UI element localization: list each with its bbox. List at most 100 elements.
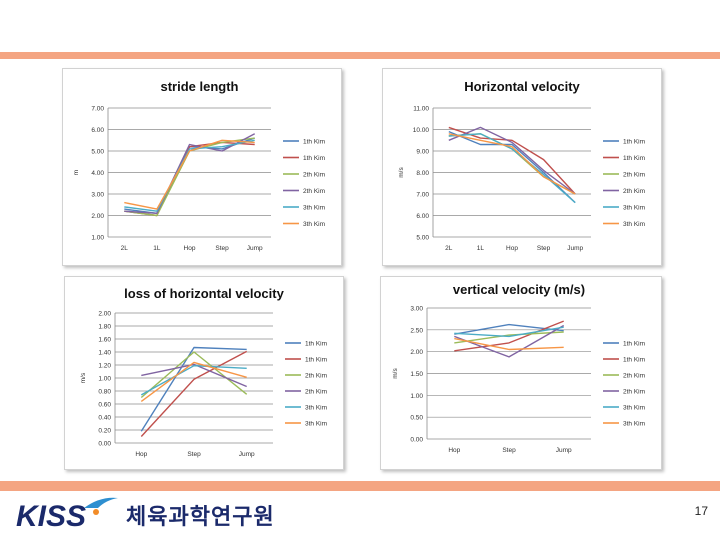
x-tick-label: 2L: [121, 245, 129, 252]
x-tick-label: Jump: [247, 245, 263, 252]
bottom-accent-bar: [0, 481, 720, 491]
y-tick-label: 0.00: [410, 437, 423, 444]
y-tick-label: 11.00: [413, 106, 429, 113]
x-tick-label: Hop: [448, 447, 460, 454]
legend-label: 1th Kim: [305, 341, 327, 348]
legend-label: 3th Kim: [623, 221, 645, 228]
vertical-velocity-chart: vertical velocity (m/s) 0.00 0.50 1.00 1.50 2…: [380, 276, 662, 470]
y-tick-label: 8.00: [416, 170, 429, 177]
y-tick-label: 2.00: [91, 213, 104, 220]
legend-label: 2th Kim: [305, 373, 327, 380]
loss-of-horizontal-velocity-chart: loss of horizontal velocity 0.00 0.20 0.40 0…: [64, 276, 344, 470]
y-tick-label: 0.50: [410, 415, 423, 422]
y-tick-label: 2.00: [98, 311, 111, 318]
y-tick-label: 0.00: [98, 441, 111, 448]
y-tick-label: 4.00: [91, 170, 104, 177]
y-tick-label: 0.60: [98, 402, 111, 409]
x-tick-label: 1L: [153, 245, 161, 252]
legend-label: 2th Kim: [623, 373, 645, 380]
y-tick-label: 1.00: [410, 393, 423, 400]
series-line-6: [124, 139, 255, 210]
horizontal-velocity-chart: Horizontal velocity 5.00 6.00 7.00 8.00 9.00 1…: [382, 68, 662, 266]
y-axis-label: m/s: [80, 372, 87, 383]
chart-svg: Horizontal velocity 5.00 6.00 7.00 8.00 9.00 1…: [398, 79, 645, 252]
page-number: 17: [694, 504, 708, 518]
y-tick-label: 2.00: [410, 349, 423, 356]
x-tick-label: Step: [215, 245, 229, 252]
legend-label: 1th Kim: [623, 357, 645, 364]
legend-label: 2th Kim: [623, 172, 645, 179]
swoosh-icon: [84, 497, 118, 508]
kiss-wordmark: KISS: [16, 500, 86, 533]
orange-dot-icon: [93, 509, 99, 515]
series-line-2: [454, 320, 564, 352]
legend-label: 3th Kim: [623, 421, 645, 428]
chart-title: Horizontal velocity: [464, 79, 580, 94]
series-line-4: [141, 363, 247, 388]
chart-title: stride length: [160, 79, 238, 94]
y-axis-label: m/s: [392, 368, 399, 379]
series-line-4: [448, 126, 576, 195]
y-tick-label: 1.20: [98, 363, 111, 370]
legend-label: 2th Kim: [623, 389, 645, 396]
series-line-4: [124, 133, 256, 215]
stride-length-chart: stride length 1.00 2.00 3.00 4.00 5.00 6.00 7.0…: [62, 68, 342, 266]
legend-label: 2th Kim: [303, 188, 325, 195]
y-tick-label: 0.20: [98, 428, 111, 435]
y-tick-label: 1.00: [98, 376, 111, 383]
series-line-5: [140, 364, 247, 396]
institute-name: 체육과학연구원: [126, 504, 275, 529]
legend-label: 1th Kim: [623, 155, 645, 162]
chart-svg: vertical velocity (m/s) 0.00 0.50 1.00 1.50 2…: [392, 282, 645, 454]
y-tick-label: 7.00: [91, 106, 104, 113]
x-tick-label: Hop: [506, 245, 518, 252]
legend-label: 1th Kim: [305, 357, 327, 364]
x-tick-label: Hop: [135, 451, 147, 458]
y-tick-label: 3.00: [410, 306, 423, 313]
legend-label: 1th Kim: [623, 341, 645, 348]
x-tick-label: Jump: [239, 451, 255, 458]
x-tick-label: Jump: [556, 447, 572, 454]
y-tick-label: 0.80: [98, 389, 111, 396]
y-tick-label: 3.00: [91, 192, 104, 199]
x-tick-label: Jump: [567, 245, 583, 252]
y-tick-label: 9.00: [416, 149, 429, 156]
series-line-5: [448, 133, 576, 204]
legend-label: 1th Kim: [623, 139, 645, 146]
legend-label: 2th Kim: [305, 389, 327, 396]
y-tick-label: 0.40: [98, 415, 111, 422]
x-tick-label: Step: [537, 245, 551, 252]
legend-label: 3th Kim: [305, 421, 327, 428]
legend-label: 3th Kim: [303, 205, 325, 212]
chart-svg: loss of horizontal velocity 0.00 0.20 0.40 0…: [80, 286, 327, 458]
legend-label: 1th Kim: [303, 155, 325, 162]
legend-label: 1th Kim: [303, 139, 325, 146]
x-tick-label: Step: [502, 447, 516, 454]
series-line-2: [140, 350, 248, 437]
top-accent-bar: [0, 52, 720, 59]
legend-label: 3th Kim: [623, 205, 645, 212]
y-tick-label: 2.50: [410, 327, 423, 334]
x-tick-label: 1L: [477, 245, 485, 252]
series-line-2: [124, 141, 255, 217]
legend-label: 2th Kim: [303, 172, 325, 179]
series-line-6: [140, 361, 247, 402]
y-tick-label: 1.40: [98, 350, 111, 357]
y-axis-label: m/s: [398, 167, 405, 178]
y-tick-label: 1.80: [98, 324, 111, 331]
series-line-3: [140, 351, 248, 399]
chart-svg: stride length 1.00 2.00 3.00 4.00 5.00 6.00 7.0…: [73, 79, 325, 252]
y-tick-label: 10.00: [413, 127, 430, 134]
y-tick-label: 7.00: [416, 192, 429, 199]
y-tick-label: 6.00: [91, 127, 104, 134]
series-line-5: [454, 326, 564, 338]
x-tick-label: Step: [187, 451, 201, 458]
y-tick-label: 1.00: [91, 235, 104, 242]
y-tick-label: 1.50: [410, 371, 423, 378]
legend-label: 3th Kim: [305, 405, 327, 412]
legend-label: 2th Kim: [623, 188, 645, 195]
series-line-3: [454, 331, 564, 344]
series-line-5: [124, 139, 255, 212]
chart-title: loss of horizontal velocity: [124, 286, 284, 301]
legend-label: 3th Kim: [303, 221, 325, 228]
